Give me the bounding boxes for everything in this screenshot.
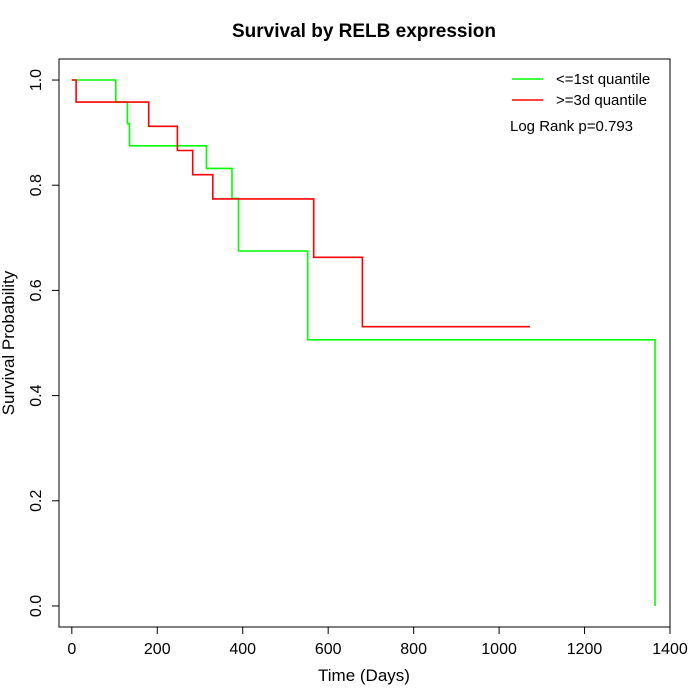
x-tick-label: 600 [315,641,342,658]
y-tick-label: 0.4 [28,384,45,406]
legend-label-1: <=1st quantile [556,71,650,88]
x-tick-label: 800 [400,641,427,658]
x-axis-label: Time (Days) [318,666,410,685]
x-axis: 0 200 400 600 800 1000 1200 1400 [67,626,688,658]
x-tick-label: 1000 [481,641,517,658]
series-layer [71,79,656,606]
y-tick-label: 0.0 [28,595,45,617]
x-tick-label: 1400 [652,641,688,658]
y-tick-label: 0.6 [28,279,45,301]
y-tick-label: 0.2 [28,490,45,512]
y-tick-label: 1.0 [28,69,45,91]
log-rank-annotation: Log Rank p=0.793 [510,118,633,135]
x-tick-label: 400 [229,641,256,658]
chart-title: Survival by RELB expression [232,21,496,42]
y-axis-label: Survival Probability [0,270,18,415]
x-tick-label: 200 [144,641,171,658]
series-line-2 [71,79,530,328]
legend: <=1st quantile >=3d quantile [512,71,650,109]
x-tick-label: 0 [67,641,76,658]
x-tick-label: 1200 [567,641,603,658]
y-axis: 0.0 0.2 0.4 0.6 0.8 1.0 [28,69,60,617]
legend-label-2: >=3d quantile [556,92,647,109]
y-tick-label: 0.8 [28,174,45,196]
